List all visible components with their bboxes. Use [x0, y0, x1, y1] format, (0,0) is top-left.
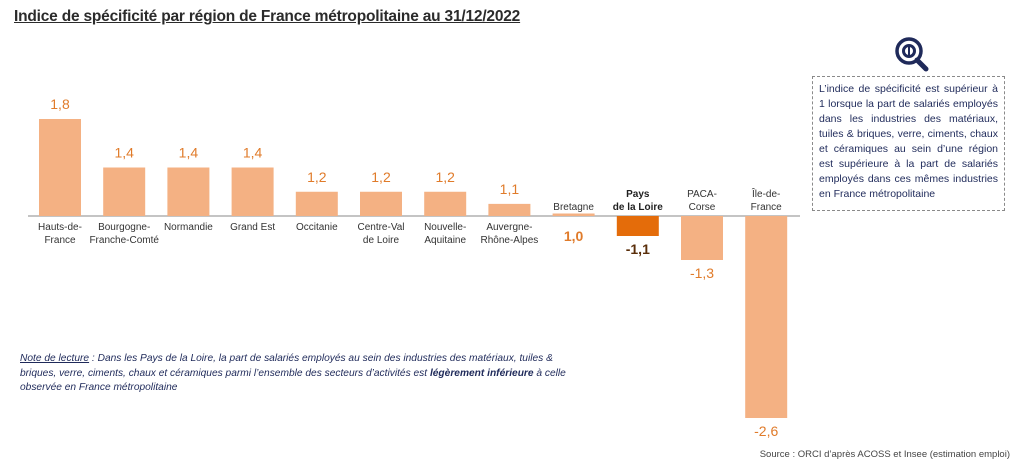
- category-label: Rhône-Alpes: [480, 235, 538, 246]
- category-label: Aquitaine: [424, 235, 466, 246]
- category-label: Hauts-de-: [38, 222, 82, 233]
- value-label: 1,8: [50, 96, 70, 112]
- value-label: -1,1: [626, 241, 650, 257]
- bar: [488, 203, 531, 216]
- info-box: L’indice de spécificité est supérieur à …: [812, 76, 1005, 211]
- category-label: Auvergne-: [486, 222, 532, 233]
- bar: [360, 191, 402, 216]
- category-label: Bourgogne-: [98, 222, 150, 233]
- category-label: Franche-Comté: [89, 235, 159, 246]
- bar: [424, 191, 467, 216]
- reading-note-text-end: à celle observée en France métropolitain…: [20, 367, 566, 394]
- reading-note-emphasis: légèrement inférieure: [429, 367, 534, 379]
- category-label: Grand Est: [230, 222, 275, 233]
- bar: [745, 216, 788, 418]
- category-label: Bretagne: [553, 202, 594, 213]
- value-label: 1,1: [500, 181, 520, 197]
- category-label: France: [44, 235, 76, 246]
- value-label: 1,4: [243, 145, 263, 161]
- category-label: Occitanie: [296, 222, 338, 233]
- value-label: 1,4: [114, 145, 134, 161]
- bar: [552, 213, 595, 216]
- bar: [231, 167, 274, 216]
- bar: [103, 167, 146, 216]
- source-note: Source : ORCI d’après ACOSS et Insee (es…: [759, 449, 1010, 460]
- category-label: Nouvelle-: [424, 222, 466, 233]
- category-label: Centre-Val: [357, 222, 404, 233]
- reading-note-text: : Dans les Pays de la Loire, la part de …: [20, 353, 553, 379]
- category-label: Corse: [689, 202, 716, 213]
- chart-title: Indice de spécificité par région de Fran…: [14, 8, 521, 25]
- category-label: Pays: [626, 189, 650, 200]
- value-label: 1,0: [564, 228, 584, 244]
- bar: [295, 191, 338, 216]
- category-label: de la Loire: [613, 202, 663, 213]
- bar: [167, 167, 210, 216]
- value-label: -2,6: [754, 423, 778, 439]
- value-label: 1,4: [179, 145, 199, 161]
- bar: [681, 216, 723, 260]
- value-label: -1,3: [690, 265, 714, 281]
- bar: [616, 216, 659, 236]
- bar: [39, 119, 81, 216]
- reading-note: Note de lecture : Dans les Pays de la Lo…: [20, 352, 580, 396]
- value-label: 1,2: [307, 169, 327, 185]
- category-label: PACA-: [687, 189, 717, 200]
- reading-note-label: Note de lecture: [20, 353, 90, 364]
- magnifier-logo-icon: [895, 37, 929, 72]
- category-label: France: [751, 202, 783, 213]
- category-label: de Loire: [363, 235, 400, 246]
- value-label: 1,2: [435, 169, 455, 185]
- category-label: Île-de-: [751, 187, 780, 200]
- category-label: Normandie: [164, 222, 213, 233]
- value-label: 1,2: [371, 169, 391, 185]
